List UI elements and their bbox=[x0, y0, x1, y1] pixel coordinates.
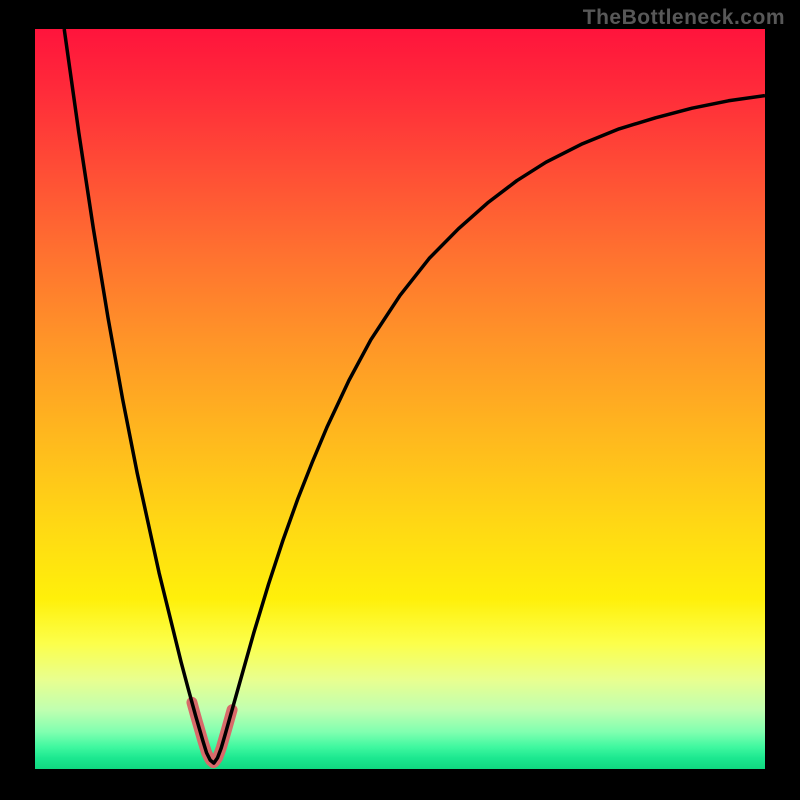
chart-svg bbox=[35, 29, 765, 769]
gradient-background bbox=[35, 29, 765, 769]
watermark-text: TheBottleneck.com bbox=[583, 6, 785, 30]
chart-plot-area bbox=[35, 29, 765, 769]
